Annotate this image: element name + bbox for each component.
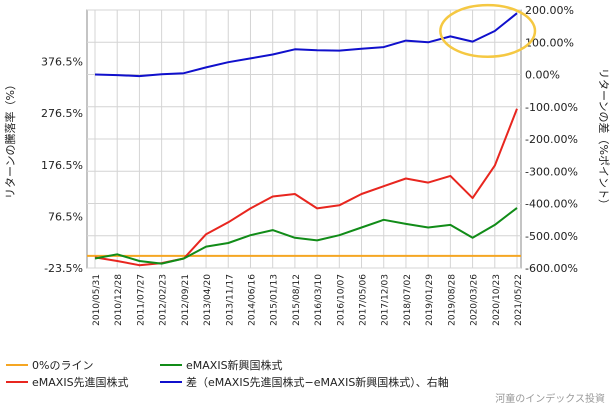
watermark: 河童のインデックス投資 [495, 394, 605, 405]
x-tick-label: 2021/05/22 [514, 274, 524, 326]
legend-item-zero-line: 0%のライン [6, 357, 93, 373]
series-line-2 [94, 207, 518, 265]
right-tick-label: -200.00% [525, 133, 578, 146]
x-tick-label: 2019/01/29 [425, 274, 435, 326]
left-tick-label: 376.5% [41, 56, 83, 69]
legend-label: 0%のライン [32, 359, 94, 372]
legend-swatch [6, 381, 28, 383]
legend-swatch [160, 364, 182, 366]
x-tick-label: 2013/11/17 [225, 274, 235, 326]
x-tick-label: 2014/06/16 [247, 274, 257, 326]
x-tick-label: 2015/01/13 [270, 274, 280, 326]
x-tick-label: 2016/10/07 [336, 274, 346, 326]
x-tick-label: 2012/09/21 [181, 274, 191, 326]
right-tick-label: -100.00% [525, 101, 578, 114]
right-tick-label: 200.00% [525, 4, 574, 17]
left-axis-title: リターンの騰落率（%） [3, 79, 17, 199]
x-tick-label: 2017/12/03 [381, 274, 391, 326]
legend-label: eMAXIS新興国株式 [186, 359, 283, 372]
legend-item-developed: eMAXIS先進国株式 [6, 374, 129, 390]
right-tick-label: 0.00% [525, 69, 560, 82]
x-tick-label: 2020/03/26 [470, 274, 480, 326]
right-tick-label: -600.00% [525, 262, 578, 275]
right-tick-label: -400.00% [525, 198, 578, 211]
legend-item-emerging: eMAXIS新興国株式 [160, 357, 283, 373]
legend-item-difference: 差（eMAXIS先進国株式−eMAXIS新興国株式）、右軸 [160, 374, 449, 390]
left-tick-label: 76.5% [48, 210, 83, 223]
x-tick-label: 2017/05/06 [359, 274, 369, 326]
x-tick-label: 2010/05/31 [92, 274, 102, 326]
x-tick-label: 2020/10/23 [492, 274, 502, 326]
legend-label: eMAXIS先進国株式 [32, 376, 129, 389]
x-tick-label: 2015/08/12 [292, 274, 302, 326]
right-axis-title: リターンの差（%ポイント） [597, 68, 611, 210]
x-tick-label: 2012/02/23 [159, 274, 169, 326]
x-tick-label: 2010/12/28 [114, 274, 124, 326]
legend-swatch [6, 364, 28, 366]
x-tick-label: 2016/03/10 [314, 274, 324, 326]
right-tick-label: -500.00% [525, 230, 578, 243]
x-tick-label: 2019/08/28 [447, 274, 457, 326]
right-tick-label: -300.00% [525, 165, 578, 178]
left-tick-label: -23.5% [44, 262, 83, 275]
right-tick-label: 100.00% [525, 36, 574, 49]
highlight-ellipse [439, 3, 537, 59]
left-tick-label: 176.5% [41, 159, 83, 172]
x-tick-label: 2011/07/27 [136, 274, 146, 326]
x-tick-label: 2018/07/02 [403, 274, 413, 326]
legend-label: 差（eMAXIS先進国株式−eMAXIS新興国株式）、右軸 [186, 376, 449, 389]
left-tick-label: 276.5% [41, 107, 83, 120]
x-tick-label: 2013/04/20 [203, 274, 213, 326]
legend-swatch [160, 381, 182, 383]
series-line-3 [94, 12, 518, 78]
